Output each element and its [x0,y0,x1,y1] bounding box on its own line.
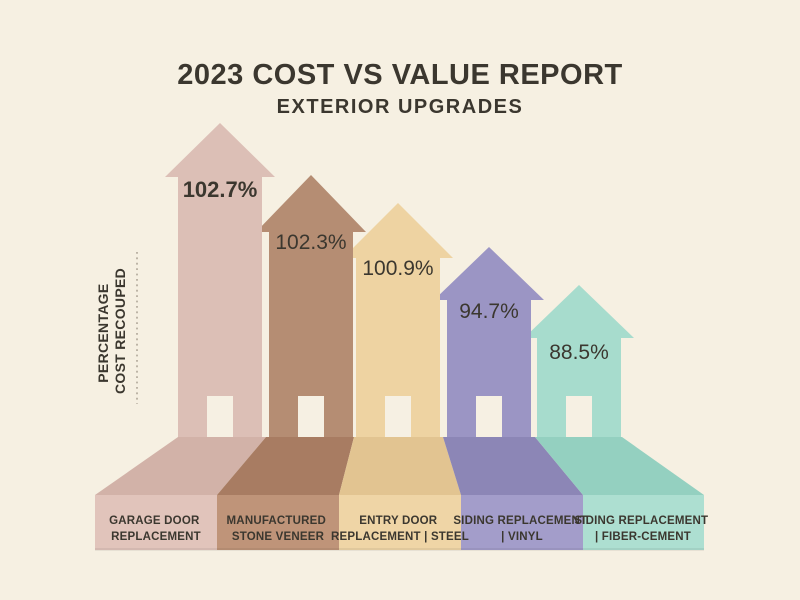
base-slope-siding-vinyl [443,437,583,495]
house-shape [165,123,275,437]
category-label-line: ENTRY DOOR [359,515,438,527]
value-label: 102.7% [183,177,258,202]
category-label-line: SIDING REPLACEMENT [574,515,708,527]
base-face-garage-door [95,495,217,550]
house-bar-entry-door: 100.9% [343,203,453,437]
house-bar-stone-veneer: 102.3% [256,175,366,437]
door-shape [298,396,324,437]
y-axis-label: PERCENTAGE COST RECOUPED [95,268,128,394]
base-face-stone-veneer [217,495,339,550]
base-face-siding-vinyl [461,495,583,550]
category-label-line: STONE VENEER [232,531,325,543]
y-axis-label-line2: COST RECOUPED [112,268,128,394]
category-label-line: | FIBER-CEMENT [595,531,691,543]
door-shape [385,396,411,437]
category-label-line: SIDING REPLACEMENT [453,515,587,527]
door-shape [207,396,233,437]
category-label-entry-door: ENTRY DOOR REPLACEMENT | STEEL [331,515,469,543]
category-label-line: GARAGE DOOR [109,515,200,527]
house-bar-siding-vinyl: 94.7% [434,247,544,437]
category-labels: GARAGE DOOR REPLACEMENT MANUFACTURED STO… [109,515,711,543]
value-label: 100.9% [362,257,433,280]
base-faces [95,495,704,551]
category-label-line: REPLACEMENT | STEEL [331,531,469,543]
category-label-siding-fiber: SIDING REPLACEMENT | FIBER-CEMENT [574,515,711,543]
value-label: 88.5% [549,341,609,364]
base-slopes [95,437,704,495]
y-axis-label-line1: PERCENTAGE [95,284,111,383]
category-label-garage-door: GARAGE DOOR REPLACEMENT [109,515,203,543]
house-bar-siding-fiber: 88.5% [524,285,634,437]
base-slope-entry-door [339,437,461,495]
door-shape [566,396,592,437]
door-shape [476,396,502,437]
category-label-stone-veneer: MANUFACTURED STONE VENEER [227,515,330,543]
house-shape [343,203,453,437]
value-label: 102.3% [275,231,346,254]
house-bar-garage-door: 102.7% [165,123,275,437]
base-face-siding-fiber [583,495,704,550]
category-label-line: REPLACEMENT [111,531,201,543]
category-label-line: | VINYL [501,531,543,543]
category-label-line: MANUFACTURED [227,515,327,527]
base-bottom-edge-shading [95,548,704,551]
base-slope-siding-fiber [535,437,704,495]
base-face-entry-door [339,495,461,550]
category-label-siding-vinyl: SIDING REPLACEMENT | VINYL [453,515,590,543]
page-subtitle: EXTERIOR UPGRADES [277,96,524,118]
value-label: 94.7% [459,300,519,323]
house-shape [256,175,366,437]
house-shape [434,247,544,437]
base-slope-stone-veneer [217,437,354,495]
page-title: 2023 COST VS VALUE REPORT [177,59,622,91]
house-shape [524,285,634,437]
base-slope-garage-door [95,437,266,495]
